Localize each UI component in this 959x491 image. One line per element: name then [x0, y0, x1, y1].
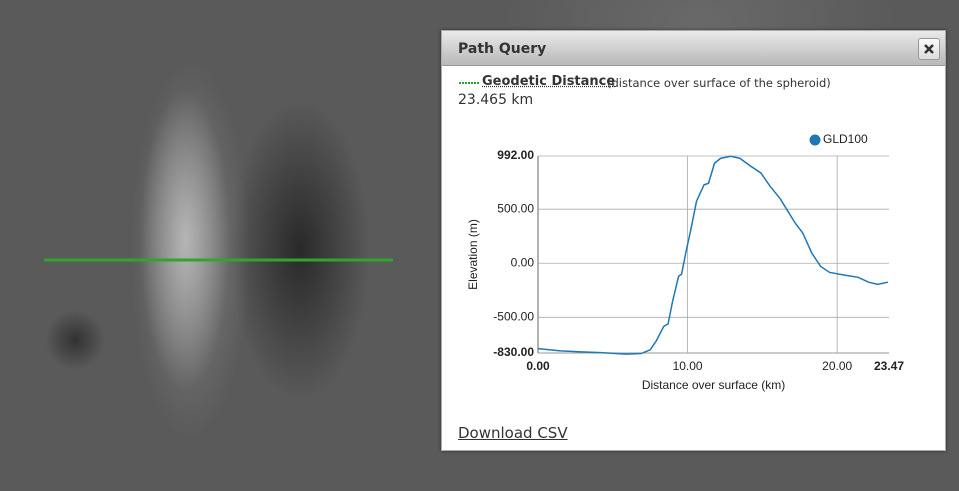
- y-tick-label: -500.00: [493, 309, 534, 323]
- x-tick-label: 0.00: [526, 359, 550, 373]
- chart: -830.00 -500.00 0.00 500.00 992.00 0.00 10.00 2…: [466, 132, 904, 392]
- y-axis-title: Elevation (m): [466, 219, 480, 290]
- measure-label[interactable]: Geodetic Distance: [482, 74, 616, 89]
- y-tick-label: 992.00: [497, 148, 534, 162]
- panel-header: [442, 31, 945, 66]
- y-tick-label: -830.00: [493, 345, 534, 359]
- legend-label: GLD100: [823, 132, 868, 146]
- y-tick-label: 500.00: [497, 201, 534, 215]
- measure-value: 23.465 km: [458, 92, 534, 108]
- measure-note: (distance over surface of the spheroid): [607, 76, 831, 90]
- close-button[interactable]: [918, 38, 940, 60]
- x-tick-label: 23.47: [874, 359, 904, 373]
- legend-swatch: [459, 82, 479, 84]
- x-axis-title: Distance over surface (km): [642, 378, 785, 392]
- panel-title: Path Query: [458, 41, 547, 57]
- x-tick-label: 10.00: [673, 359, 703, 373]
- y-tick-label: 0.00: [511, 255, 535, 269]
- elevation-line: [537, 155, 889, 355]
- close-icon: [924, 44, 934, 54]
- x-tick-label: 20.00: [822, 359, 852, 373]
- path-query-panel: Path Query Geodetic Distance (distance o…: [441, 30, 946, 451]
- download-link[interactable]: Download CSV: [458, 424, 568, 442]
- legend-marker: [809, 134, 821, 146]
